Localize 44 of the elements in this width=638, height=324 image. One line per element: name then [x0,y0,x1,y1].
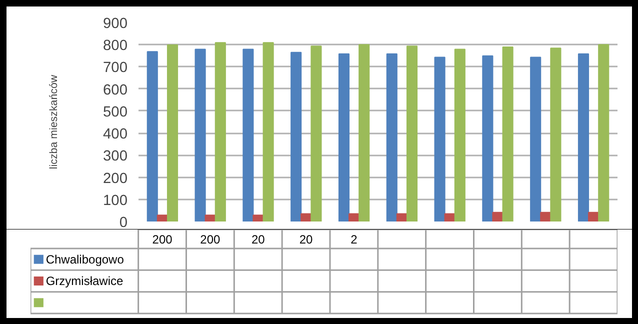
bar [252,214,264,222]
x-tick-label: 20 [251,232,266,246]
y-tick-label: 900 [103,16,128,32]
y-tick-label: 100 [103,192,128,209]
bar [262,42,274,222]
legend-label: Chwalibogowo [46,252,124,266]
bar [166,44,178,222]
y-tick-label: 0 [119,215,128,231]
x-tick-label: 200 [200,232,221,246]
bar [434,56,446,222]
y-tick-label: 600 [103,82,128,98]
bar [588,212,600,222]
bar [290,52,302,222]
bar [502,46,514,222]
y-tick-label: 300 [103,148,128,165]
y-tick-label: 200 [103,170,128,187]
y-axis-title: liczba mieszkańców [48,74,60,170]
x-tick-label: 200 [152,232,173,246]
bar [204,214,216,222]
bar [482,55,494,222]
y-tick-label: 700 [103,60,128,76]
y-tick-label: 800 [103,38,128,54]
bar [386,53,398,222]
legend-label: Grzymisławice [46,274,124,288]
bar [578,53,590,222]
bar [338,53,350,222]
bar [310,46,322,222]
bar [146,51,158,222]
bar [492,212,504,222]
bar [598,44,610,222]
bar [540,212,552,222]
bar [214,42,226,222]
bar [454,48,466,222]
bar [242,48,254,222]
bar [194,48,206,222]
x-tick-label: 20 [299,232,314,246]
bar [156,214,168,222]
bar [358,44,370,222]
y-tick-label: 500 [103,104,128,120]
y-tick-label: 400 [103,126,128,143]
bar [406,46,418,222]
bar [530,56,542,222]
x-tick-label: 2 [350,232,358,246]
bar [550,48,562,222]
